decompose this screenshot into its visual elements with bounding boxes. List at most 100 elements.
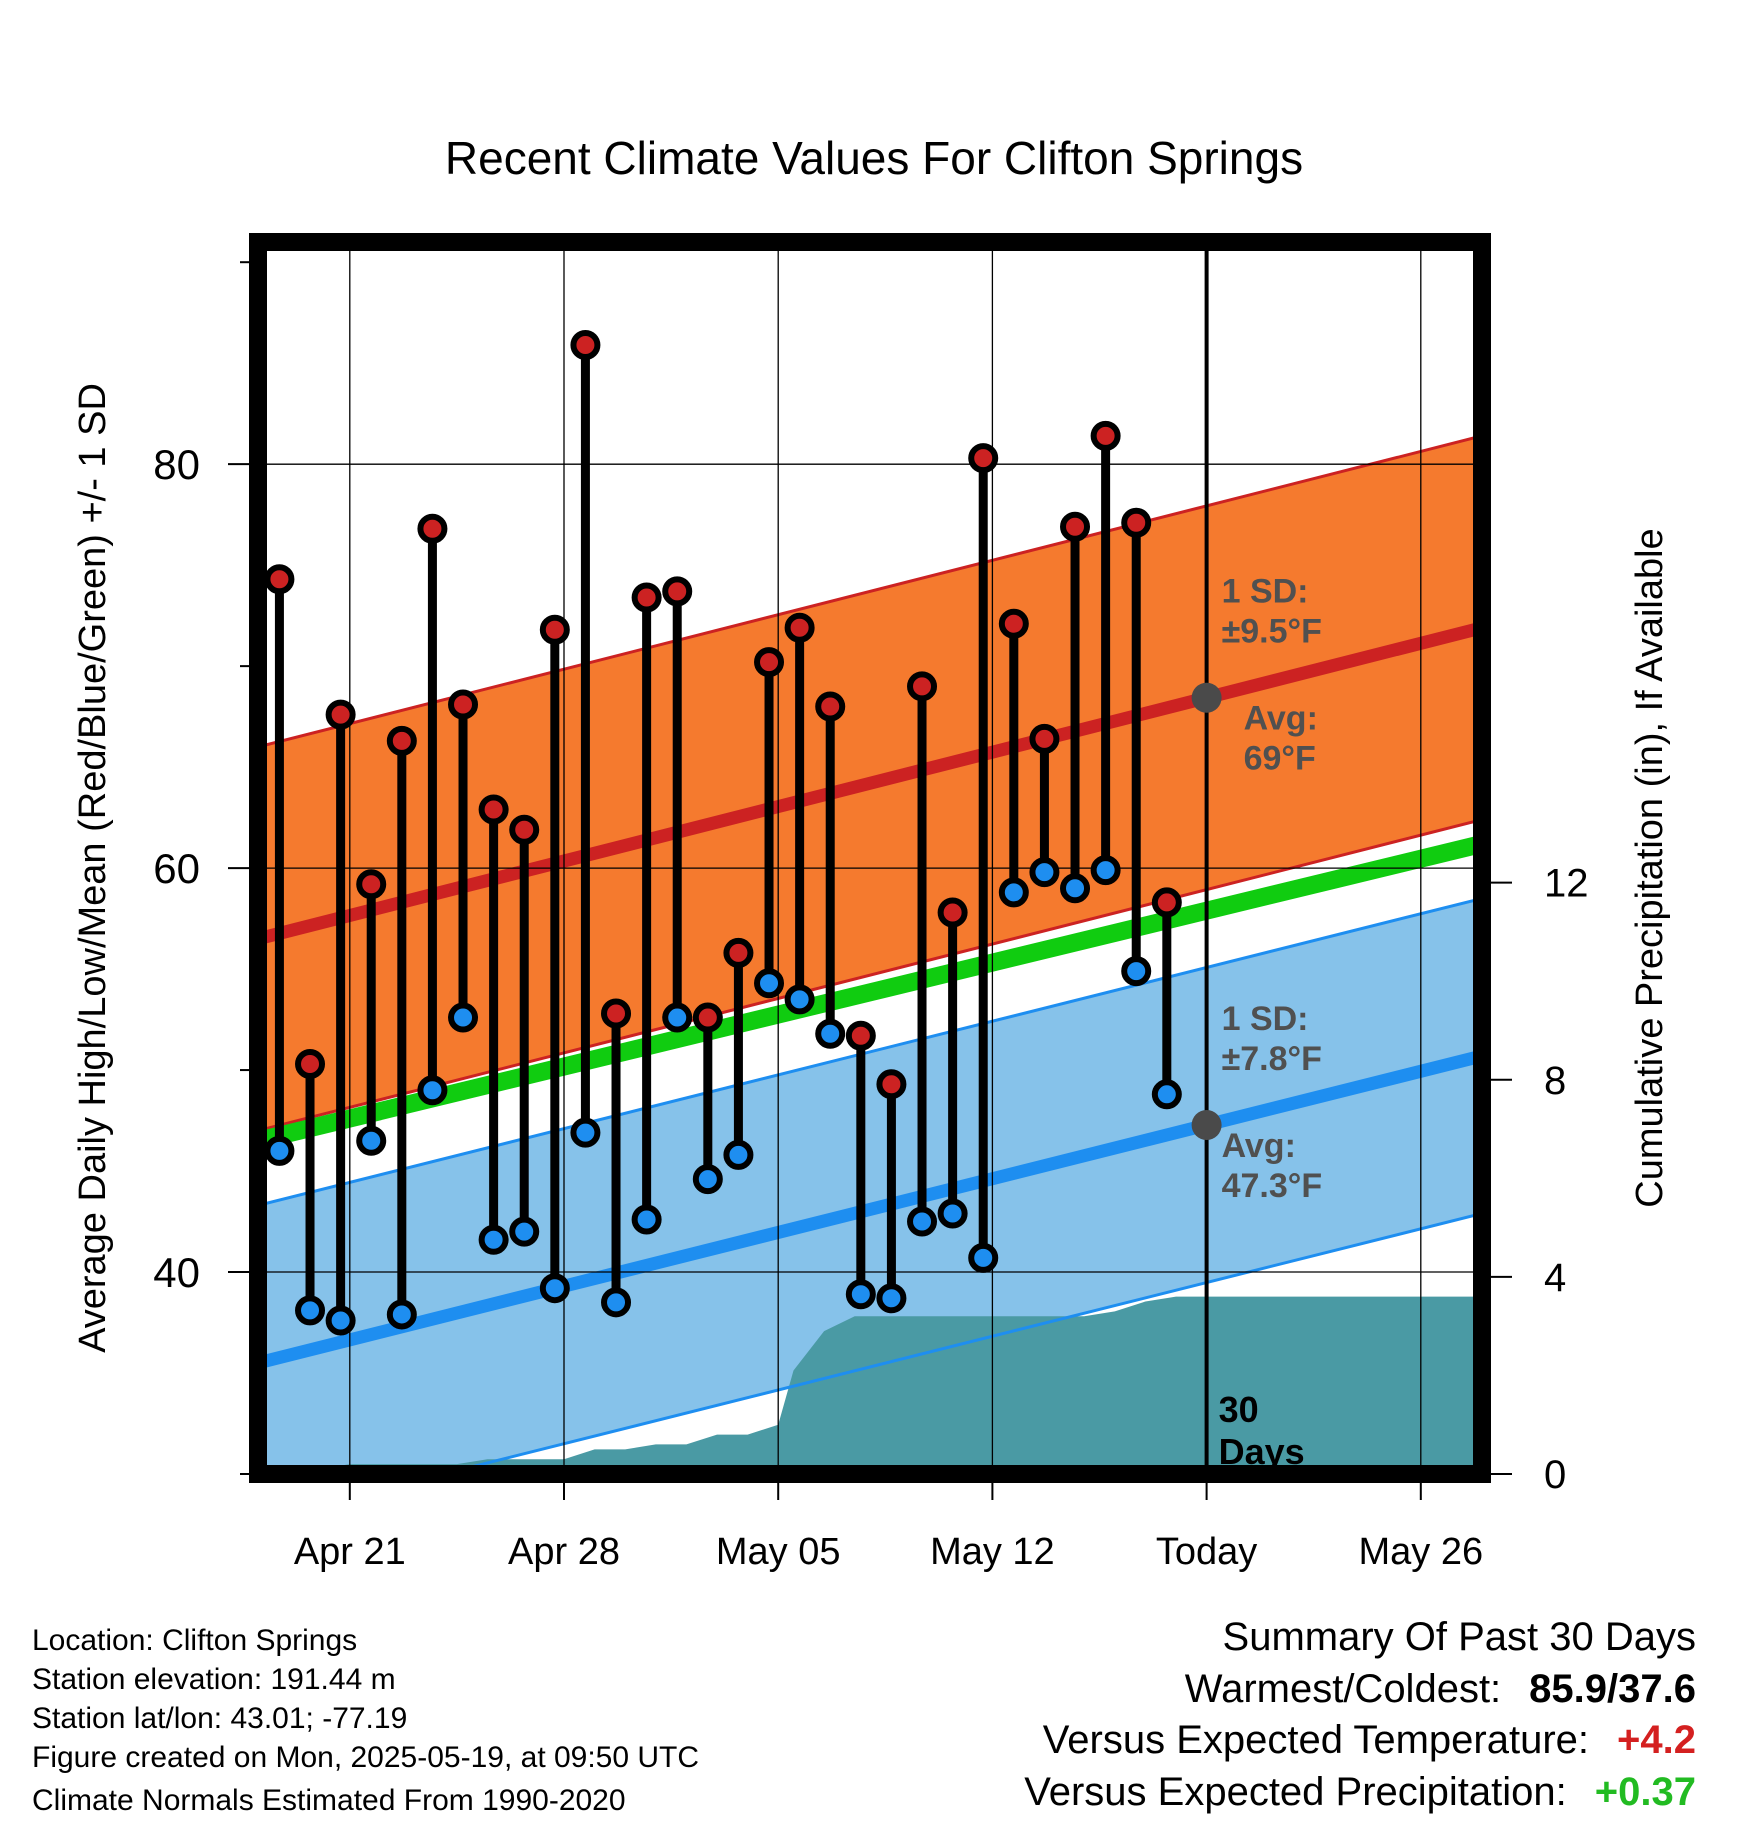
high-point-28 (1121, 507, 1152, 538)
high-point-13 (662, 576, 693, 607)
low-point-24 (998, 877, 1029, 908)
low-point-21 (907, 1206, 938, 1237)
low-point-13 (662, 1002, 693, 1033)
high-point-15 (723, 937, 754, 968)
temp-label: Versus Expected Temperature: (1042, 1718, 1590, 1762)
low-point-7 (478, 1224, 509, 1255)
high-point-0 (264, 564, 295, 595)
y2-axis-label: Cumulative Precipitation (in), If Availa… (1629, 528, 1671, 1207)
low-point-1 (295, 1295, 326, 1326)
y-tick-label-0: 40 (153, 1249, 200, 1296)
precip-area (258, 1296, 1482, 1474)
low-point-26 (1060, 873, 1091, 904)
high-point-8 (509, 814, 540, 845)
plot-frame (249, 233, 1491, 1483)
high-point-27 (1090, 420, 1121, 451)
x-tick-label-1: Apr 28 (508, 1531, 620, 1573)
temp-value: +4.2 (1617, 1718, 1696, 1762)
low-avg-value: 47.3°F (1222, 1167, 1323, 1205)
low-point-2 (325, 1305, 356, 1336)
high-point-21 (907, 671, 938, 702)
y-tick-label-1: 60 (153, 845, 200, 892)
x-tick-label-3: May 12 (930, 1531, 1055, 1573)
y2-tick-label-0: 0 (1544, 1453, 1566, 1497)
location-text: Location: Clifton Springs (32, 1624, 358, 1657)
low-point-15 (723, 1139, 754, 1170)
low-sd-label: 1 SD: (1222, 1000, 1309, 1038)
x-tick-label-2: May 05 (716, 1531, 841, 1573)
high-point-10 (570, 330, 601, 361)
low-point-25 (1029, 857, 1060, 888)
high-point-12 (631, 582, 662, 613)
x-axis-label: Day (840, 1595, 908, 1600)
high-point-23 (968, 443, 999, 474)
high-sd-label: 1 SD: (1222, 573, 1309, 611)
low-point-28 (1121, 956, 1152, 987)
high-point-25 (1029, 723, 1060, 754)
low-point-5 (417, 1075, 448, 1106)
high-point-7 (478, 794, 509, 825)
high-point-19 (845, 1020, 876, 1051)
low-point-16 (754, 968, 785, 999)
low-sd-upper-line (258, 896, 1482, 1207)
low-point-29 (1151, 1079, 1182, 1110)
precip-value: +0.37 (1594, 1770, 1696, 1814)
avg-mean-line (258, 835, 1482, 1150)
low-point-3 (356, 1125, 387, 1156)
low-point-18 (815, 1018, 846, 1049)
days-count-number: 30 (1219, 1389, 1259, 1430)
high-point-22 (937, 897, 968, 928)
low-avg-label: Avg: (1222, 1127, 1296, 1165)
low-point-23 (968, 1242, 999, 1273)
low-mean-line (258, 1049, 1482, 1370)
low-point-6 (448, 1002, 479, 1033)
high-avg-value: 69°F (1244, 740, 1316, 778)
low-sd-value: ±7.8°F (1222, 1040, 1322, 1078)
high-point-1 (295, 1049, 326, 1080)
high-point-11 (601, 998, 632, 1029)
summary-temp-row: Versus Expected Temperature: +4.2 (1043, 1718, 1696, 1763)
low-point-9 (539, 1273, 570, 1304)
high-point-5 (417, 513, 448, 544)
y-tick-label-2: 80 (153, 441, 200, 488)
high-point-14 (692, 1002, 723, 1033)
summary-warmest-row: Warmest/Coldest: 85.9/37.6 (1185, 1667, 1696, 1712)
high-point-6 (448, 689, 479, 720)
normals-text: Climate Normals Estimated From 1990-2020 (32, 1784, 626, 1817)
today-high-marker (1191, 682, 1222, 713)
chart-title: Recent Climate Values For Clifton Spring… (445, 132, 1303, 184)
high-avg-label: Avg: (1244, 700, 1318, 738)
x-tick-label-4: Today (1156, 1531, 1257, 1573)
low-point-22 (937, 1198, 968, 1229)
elevation-text: Station elevation: 191.44 m (32, 1663, 396, 1696)
low-point-11 (601, 1287, 632, 1318)
low-point-8 (509, 1216, 540, 1247)
low-point-14 (692, 1164, 723, 1195)
high-point-17 (784, 612, 815, 643)
low-point-4 (386, 1299, 417, 1330)
summary-title: Summary Of Past 30 Days (1222, 1615, 1696, 1659)
high-point-29 (1151, 887, 1182, 918)
today-low-marker (1191, 1110, 1222, 1141)
high-sd-lower-line (258, 818, 1482, 1133)
x-tick-label-0: Apr 21 (294, 1531, 406, 1573)
high-point-20 (876, 1069, 907, 1100)
low-point-19 (845, 1279, 876, 1310)
high-point-2 (325, 699, 356, 730)
low-point-0 (264, 1135, 295, 1166)
precip-label: Versus Expected Precipitation: (1024, 1770, 1567, 1814)
y2-tick-label-3: 12 (1544, 862, 1589, 906)
low-point-10 (570, 1117, 601, 1148)
high-point-18 (815, 691, 846, 722)
y2-tick-label-2: 8 (1544, 1059, 1566, 1103)
created-text: Figure created on Mon, 2025-05-19, at 09… (32, 1741, 700, 1774)
climate-chart: Recent Climate Values For Clifton Spring… (72, 132, 1671, 1600)
high-point-9 (539, 614, 570, 645)
low-point-20 (876, 1283, 907, 1314)
high-point-4 (386, 725, 417, 756)
low-point-12 (631, 1204, 662, 1235)
high-point-24 (998, 608, 1029, 639)
high-point-26 (1060, 511, 1091, 542)
x-tick-label-5: May 26 (1358, 1531, 1483, 1573)
